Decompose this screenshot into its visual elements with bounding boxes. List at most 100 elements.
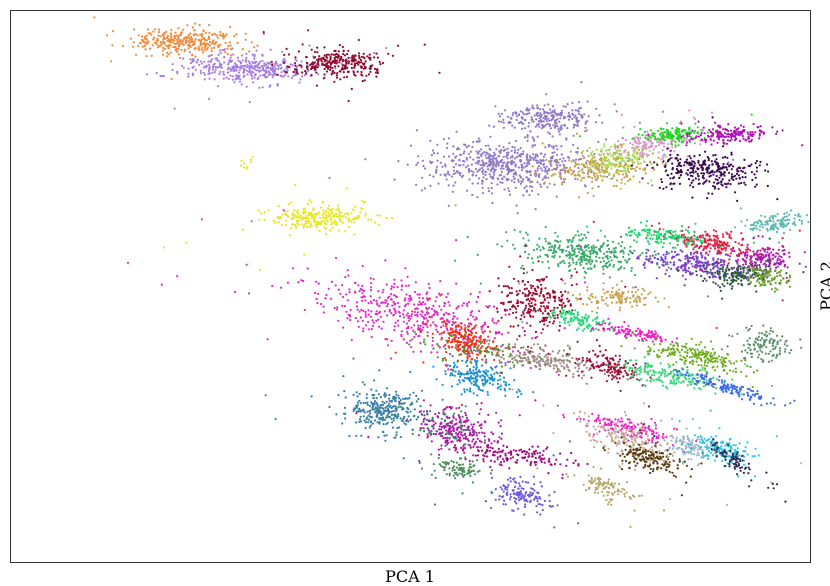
point [463, 150, 466, 153]
point [572, 113, 575, 116]
point [745, 256, 748, 259]
point [585, 163, 588, 166]
point [689, 251, 693, 254]
point [737, 274, 740, 277]
point [691, 265, 694, 268]
point [465, 166, 468, 169]
point [548, 144, 551, 147]
point [168, 39, 171, 42]
point [619, 149, 622, 152]
point [321, 216, 324, 219]
point [471, 193, 474, 197]
point [588, 260, 591, 263]
point [504, 285, 507, 288]
point [515, 173, 518, 176]
point [781, 237, 784, 240]
point [513, 149, 517, 152]
point [686, 236, 690, 239]
point [688, 139, 691, 142]
point [587, 115, 590, 118]
point [771, 277, 774, 280]
point [721, 145, 725, 148]
point [608, 250, 611, 253]
point [508, 142, 511, 145]
point [596, 162, 599, 165]
point [525, 244, 528, 247]
point [721, 184, 724, 187]
point [736, 262, 739, 265]
point [446, 142, 449, 145]
point [683, 136, 686, 139]
point [477, 160, 480, 163]
point [300, 60, 303, 63]
point [364, 158, 367, 161]
point [571, 117, 574, 120]
point [722, 165, 725, 168]
point [331, 207, 334, 210]
point [775, 230, 779, 234]
point [493, 151, 496, 154]
point [154, 28, 157, 31]
point [688, 126, 691, 129]
point [213, 43, 216, 46]
point [580, 252, 583, 256]
point [544, 167, 547, 171]
point [546, 296, 549, 299]
point [580, 239, 583, 242]
point [740, 232, 743, 235]
point [291, 76, 294, 80]
point [591, 164, 594, 167]
point [664, 255, 667, 258]
point [258, 268, 261, 271]
point [599, 154, 603, 157]
point [698, 154, 701, 157]
point [365, 74, 368, 77]
point [282, 75, 285, 78]
point [717, 252, 721, 255]
point [680, 122, 683, 125]
point [582, 156, 586, 159]
point [344, 216, 347, 219]
point [726, 272, 729, 275]
point [310, 67, 313, 71]
point [510, 149, 513, 152]
point [651, 132, 654, 135]
point [726, 253, 730, 257]
point [737, 174, 740, 177]
point [737, 182, 741, 185]
point [242, 71, 245, 74]
point [531, 136, 534, 139]
point [619, 154, 623, 157]
point [672, 246, 675, 249]
point [261, 86, 264, 89]
point [344, 230, 347, 233]
point [486, 325, 490, 328]
point [639, 142, 642, 145]
point [310, 74, 313, 77]
point [566, 127, 569, 130]
point [706, 232, 709, 236]
point [534, 330, 538, 333]
point [261, 53, 264, 56]
point [508, 313, 511, 316]
point [607, 166, 610, 169]
point [658, 266, 661, 269]
point [367, 56, 371, 59]
point [636, 236, 639, 239]
point [206, 48, 209, 51]
point [739, 207, 742, 210]
point [162, 74, 165, 78]
point [615, 152, 619, 155]
point [337, 209, 341, 213]
point [544, 307, 547, 310]
point [676, 171, 679, 175]
point [320, 220, 323, 223]
point [602, 260, 606, 263]
point [766, 251, 769, 254]
point [779, 225, 782, 228]
point [578, 174, 581, 177]
point [477, 177, 481, 180]
point [271, 66, 274, 69]
point [516, 212, 519, 215]
point [771, 254, 775, 257]
